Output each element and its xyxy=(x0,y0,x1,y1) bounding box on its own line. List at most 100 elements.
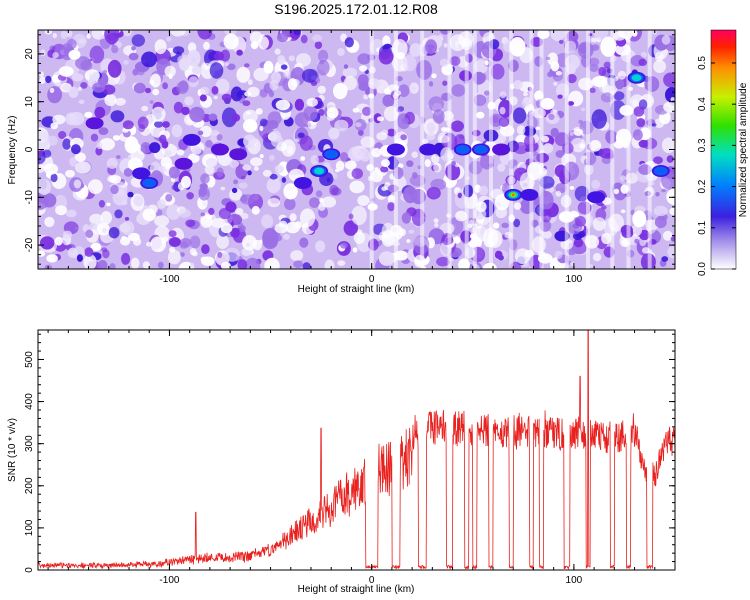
heatmap-cell xyxy=(236,49,243,56)
heatmap-cell xyxy=(567,73,577,84)
heatmap-cell xyxy=(357,74,369,87)
heatmap-cell xyxy=(102,249,110,259)
heatmap-cell xyxy=(84,111,93,118)
heatmap-cell xyxy=(410,85,416,92)
heatmap-cell xyxy=(301,68,318,83)
heatmap-cell xyxy=(208,207,215,215)
heatmap-cell xyxy=(271,71,281,84)
heatmap-cell xyxy=(451,160,456,166)
heatmap-cell xyxy=(249,157,263,167)
heatmap-cell xyxy=(170,30,186,37)
heatmap-cell xyxy=(490,188,504,200)
heatmap-cell xyxy=(515,248,531,264)
heatmap-cell xyxy=(378,49,394,65)
spectrogram-xtick-label: -100 xyxy=(159,274,179,285)
heatmap-cell xyxy=(218,207,231,220)
heatmap-cell xyxy=(261,214,274,229)
heatmap-cell xyxy=(269,130,282,143)
heatmap-cell xyxy=(240,194,255,205)
heatmap-cell xyxy=(289,213,297,222)
heatmap-cell xyxy=(184,96,194,106)
heatmap-cell xyxy=(220,49,231,62)
heatmap-cell xyxy=(200,86,210,95)
heatmap-cell xyxy=(224,247,241,262)
heatmap-cell xyxy=(149,142,161,154)
heatmap-cell xyxy=(317,85,326,94)
heatmap-cell xyxy=(220,261,231,269)
heatmap-cell xyxy=(179,252,185,257)
heatmap-cell xyxy=(266,177,281,194)
heatmap-cell xyxy=(398,84,410,98)
heatmap-cell xyxy=(172,46,185,55)
heatmap-cell xyxy=(231,187,238,194)
heatmap-cell xyxy=(401,212,412,224)
heatmap-cell xyxy=(653,59,666,73)
heatmap-cell xyxy=(299,135,313,151)
snr-ytick-label: 200 xyxy=(24,477,35,494)
heatmap-cell xyxy=(309,197,320,209)
heatmap-gap xyxy=(447,30,452,269)
heatmap-cell xyxy=(106,157,118,169)
spectrogram-heatmap xyxy=(38,30,675,269)
heatmap-cell xyxy=(213,52,222,61)
heatmap-cell xyxy=(406,239,411,243)
heatmap-cell xyxy=(89,45,105,64)
heatmap-cell xyxy=(171,124,183,138)
heatmap-cell xyxy=(208,113,218,121)
heatmap-cell xyxy=(318,49,329,63)
heatmap-cell xyxy=(439,135,450,143)
heatmap-cell xyxy=(513,202,522,210)
heatmap-cell xyxy=(181,175,191,189)
heatmap-cell xyxy=(490,63,505,80)
heatmap-cell xyxy=(166,36,172,42)
snr-panel: -100 0 100 0 100 200 300 400 500 Height of strai… xyxy=(7,329,676,595)
heatmap-cell xyxy=(574,185,590,202)
heatmap-cell xyxy=(651,123,657,127)
heatmap-cell xyxy=(154,39,167,55)
heatmap-cell xyxy=(100,211,113,225)
heatmap-cell xyxy=(239,225,246,233)
heatmap-cell xyxy=(97,260,108,269)
heatmap-cell xyxy=(209,62,224,79)
heatmap-cell xyxy=(433,162,442,173)
heatmap-cell xyxy=(168,230,177,238)
heatmap-cell xyxy=(38,129,50,149)
heatmap-cell xyxy=(52,52,59,59)
heatmap-cell xyxy=(176,81,189,95)
heatmap-cell xyxy=(216,167,224,178)
heatmap-cell xyxy=(457,192,462,199)
heatmap-cell xyxy=(548,113,555,120)
heatmap-cell xyxy=(166,204,181,220)
heatmap-hotspot xyxy=(85,117,104,130)
heatmap-cell xyxy=(132,68,139,76)
heatmap-cell xyxy=(178,261,195,269)
heatmap-cell xyxy=(362,106,372,117)
heatmap-cell xyxy=(593,30,609,40)
heatmap-hotspot xyxy=(182,133,201,146)
heatmap-cell xyxy=(613,91,625,101)
heatmap-cell xyxy=(142,208,156,222)
heatmap-cell xyxy=(62,138,71,150)
heatmap-cell xyxy=(77,86,82,92)
heatmap-cell xyxy=(589,140,602,152)
heatmap-cell xyxy=(288,55,295,62)
heatmap-cell xyxy=(131,46,137,51)
heatmap-cell xyxy=(144,87,152,94)
heatmap-cell xyxy=(112,135,121,141)
colorbar-gradient xyxy=(710,29,737,270)
heatmap-cell xyxy=(221,107,238,128)
heatmap-cell xyxy=(474,59,488,74)
heatmap-cell xyxy=(483,90,491,96)
heatmap-cell xyxy=(189,235,201,249)
heatmap-cell xyxy=(638,139,649,148)
heatmap-cell xyxy=(573,237,584,248)
heatmap-cell xyxy=(454,237,460,242)
heatmap-cell xyxy=(80,82,88,89)
heatmap-cell xyxy=(426,132,436,141)
spectrogram-xlabel: Height of straight line (km) xyxy=(298,284,415,295)
heatmap-cell xyxy=(86,33,91,39)
heatmap-cell xyxy=(599,148,614,159)
heatmap-cell xyxy=(328,127,340,140)
heatmap-cell xyxy=(72,73,84,82)
heatmap-cell xyxy=(274,223,289,234)
